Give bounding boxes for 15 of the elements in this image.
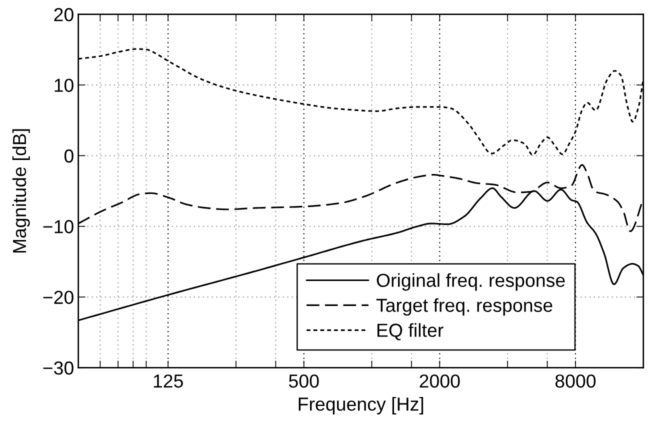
x-tick-label: 500 (288, 374, 319, 388)
legend-label: Target freq. response (376, 298, 552, 316)
x-tick-label: 2000 (420, 374, 460, 388)
x-axis-title: Frequency [Hz] (298, 396, 424, 414)
y-axis-title: Magnitude [dB] (12, 129, 30, 253)
legend-label: EQ filter (377, 323, 444, 340)
y-tick-label: −20 (43, 290, 74, 304)
x-tick-label: 125 (154, 374, 183, 388)
y-tick-label: 20 (54, 8, 74, 22)
y-tick-label: −10 (43, 220, 74, 234)
y-tick-label: 10 (54, 78, 74, 92)
x-tick-label: 8000 (555, 374, 596, 388)
y-tick-label: 0 (64, 149, 74, 163)
y-tick-label: −30 (43, 361, 74, 375)
legend-label: Original freq. response (376, 273, 565, 291)
